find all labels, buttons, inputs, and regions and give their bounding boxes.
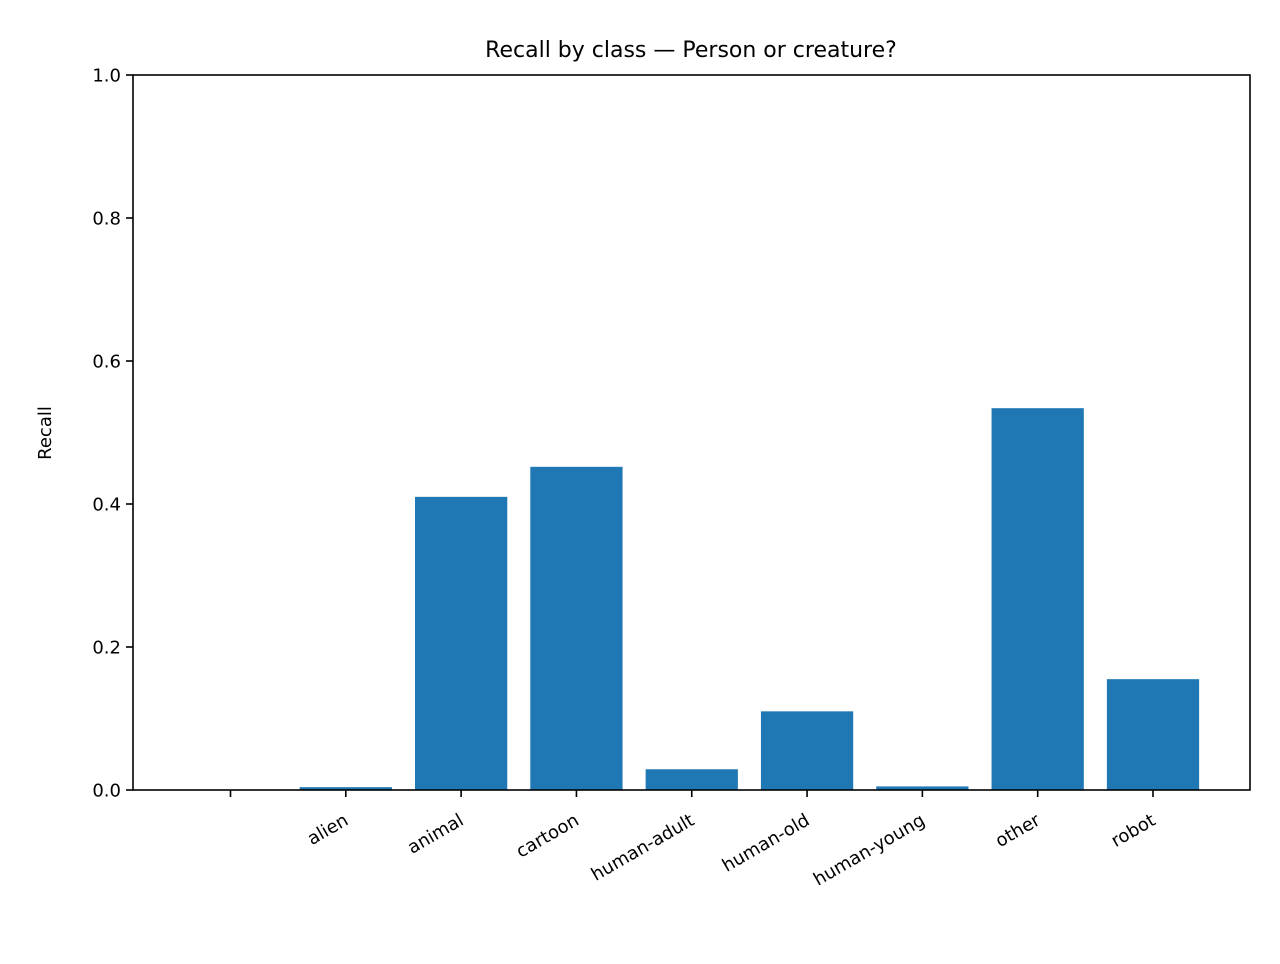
- x-tick-label: robot: [1108, 810, 1160, 852]
- x-tick-label: human-young: [810, 810, 929, 891]
- x-tick-label: animal: [404, 810, 467, 859]
- y-tick-label: 0.6: [92, 352, 121, 373]
- y-tick-label: 1.0: [92, 66, 121, 87]
- y-tick-label: 0.8: [92, 209, 121, 230]
- y-tick-label: 0.2: [92, 638, 121, 659]
- x-tick-label: human-old: [719, 810, 814, 877]
- bar-other: [991, 408, 1084, 790]
- bar-animal: [415, 496, 508, 790]
- bar-cartoon: [530, 466, 623, 790]
- plot-frame: [132, 74, 1251, 791]
- y-axis-ticks: 0.0 0.2 0.4 0.6 0.8 1.0: [92, 66, 133, 802]
- bar-robot: [1106, 679, 1200, 790]
- bar-human-old: [760, 711, 854, 790]
- y-tick-label: 0.4: [92, 495, 121, 516]
- bar-human-young: [876, 786, 969, 790]
- x-tick-label: cartoon: [513, 810, 583, 863]
- bars-layer: [299, 408, 1200, 790]
- x-tick-label: human-adult: [588, 810, 698, 886]
- bar-alien: [299, 787, 392, 790]
- y-axis-label: Recall: [35, 406, 56, 460]
- y-tick-label: 0.0: [92, 781, 121, 802]
- bar-human-adult: [645, 769, 738, 790]
- x-axis-ticks: alien animal cartoon human-adult human-oldhu…: [229, 790, 1160, 891]
- x-tick-label: other: [992, 810, 1045, 852]
- x-tick-label: alien: [304, 810, 352, 850]
- chart-title: Recall by class — Person or creature?: [485, 38, 897, 63]
